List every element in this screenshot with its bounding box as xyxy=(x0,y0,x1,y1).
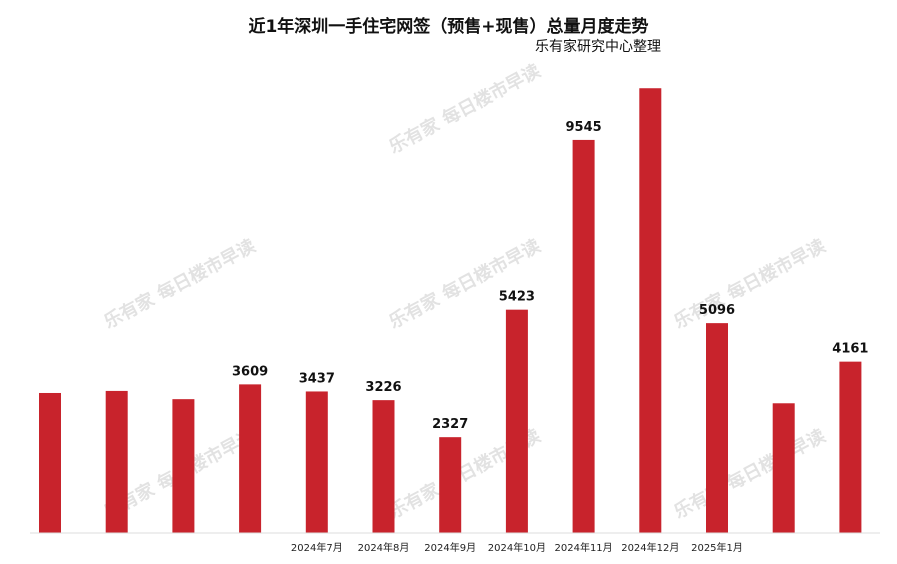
bar xyxy=(172,399,195,533)
data-label: 2327 xyxy=(432,417,468,432)
data-label: 5423 xyxy=(499,290,535,305)
x-tick-label: 2025年1月 xyxy=(691,541,743,554)
x-tick-label: 2024年7月 xyxy=(291,541,343,554)
bar xyxy=(372,400,395,533)
x-tick-label: 2024年11月 xyxy=(555,541,613,554)
data-label: 3609 xyxy=(232,364,268,379)
bar xyxy=(439,437,462,533)
bar xyxy=(239,384,262,533)
bar xyxy=(772,403,795,533)
bar xyxy=(505,309,528,533)
bar xyxy=(39,392,61,533)
data-label: 9545 xyxy=(566,120,602,135)
bar xyxy=(639,88,662,534)
bar xyxy=(839,361,862,533)
data-label: 3226 xyxy=(365,380,401,395)
x-tick-label: 2024年9月 xyxy=(424,541,476,554)
chart-title: 近1年深圳一手住宅网签（预售+现售）总量月度走势 xyxy=(248,17,649,37)
data-label: 3437 xyxy=(299,371,335,386)
x-tick-label: 2024年12月 xyxy=(621,541,679,554)
x-tick-label: 2024年10月 xyxy=(488,541,546,554)
bar xyxy=(706,323,728,533)
bar xyxy=(305,391,328,533)
x-tick-label: 2024年8月 xyxy=(358,541,410,554)
data-label: 5096 xyxy=(699,303,735,318)
chart-source: 乐有家研究中心整理 xyxy=(535,39,661,55)
data-label: 4161 xyxy=(832,342,868,357)
bar xyxy=(105,390,128,533)
bar xyxy=(572,139,595,533)
